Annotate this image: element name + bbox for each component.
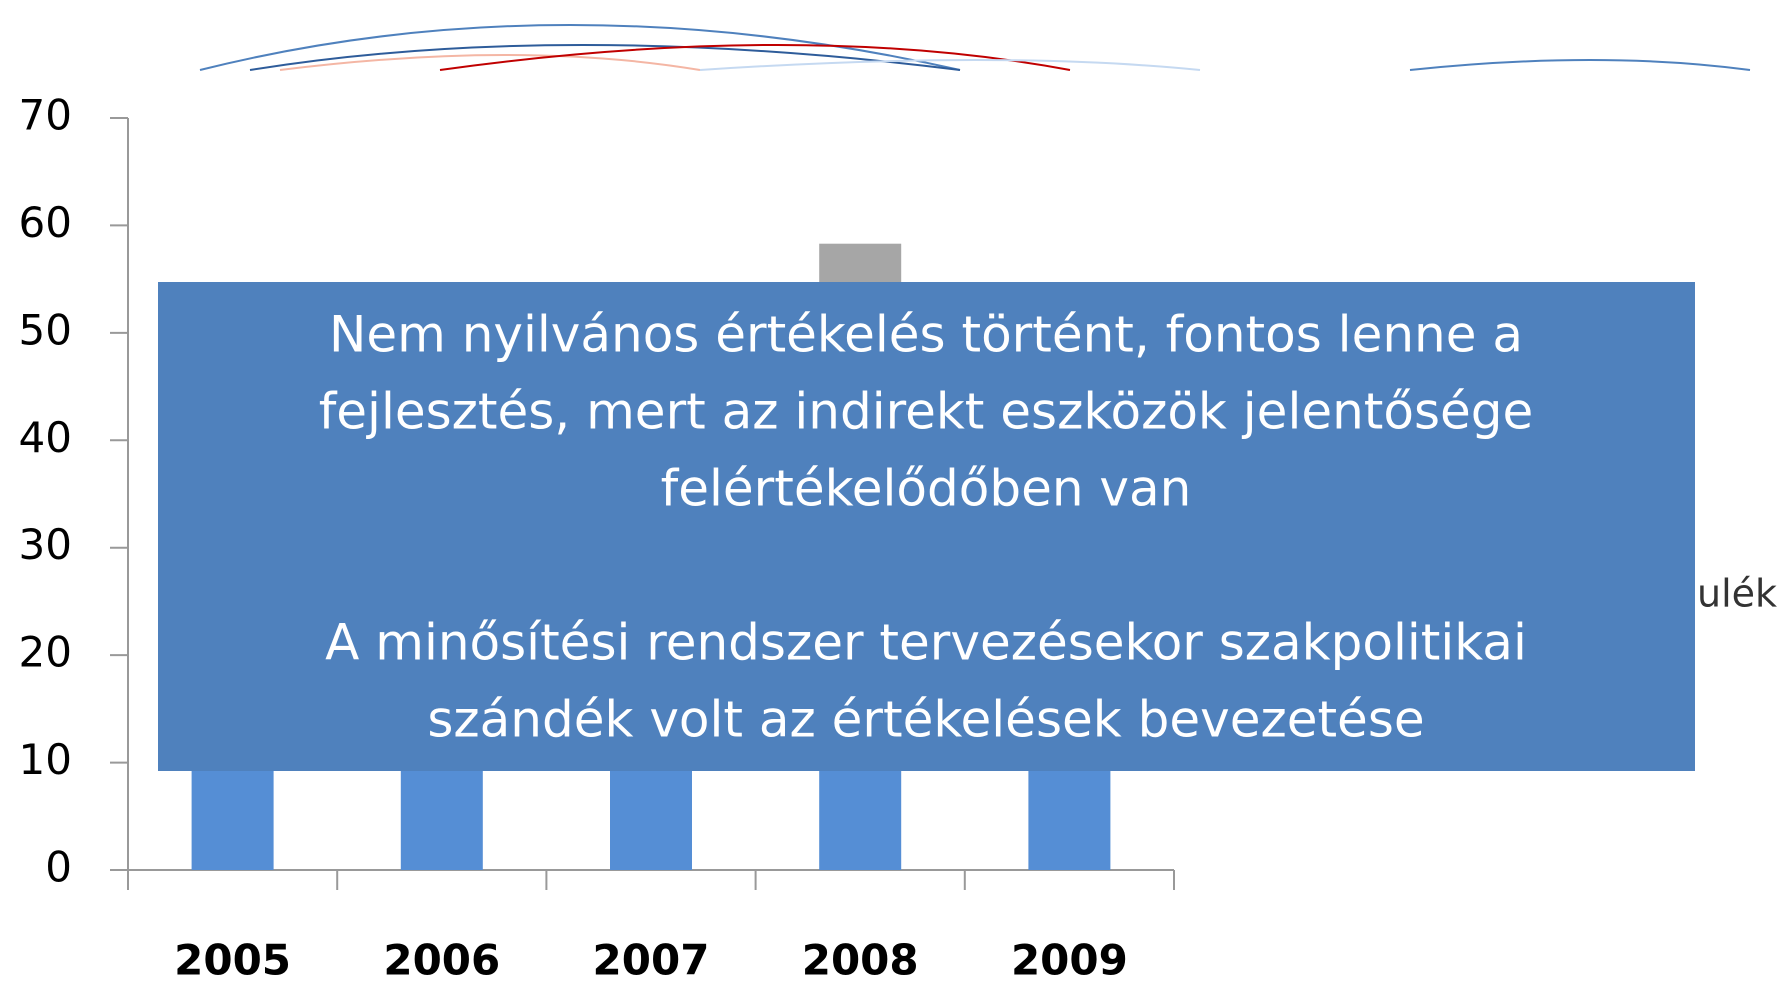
chart: 0 10 20 30 40 50 60 70 2005 2006 2007 2008 2009 Nem … [0,0,1781,991]
overlay-line: szándék volt az értékelések bevezetése [427,691,1424,749]
y-tick-label: 0 [45,843,72,892]
x-tick-label: 2009 [1011,936,1128,985]
y-tick-label: 70 [19,91,72,140]
overlay-line: felértékelődőben van [661,460,1192,518]
legend-fragment: ulék [1697,572,1777,616]
x-tick-label: 2005 [174,936,291,985]
overlay-line: fejlesztés, mert az indirekt eszközök je… [319,383,1534,441]
decoration [200,25,1750,70]
y-tick-label: 10 [19,735,72,784]
page: 0 10 20 30 40 50 60 70 2005 2006 2007 2008 2009 Nem … [0,0,1781,991]
overlay-line: Nem nyilvános értékelés történt, fontos … [329,306,1523,364]
y-tick-label: 30 [19,520,72,569]
y-tick-label: 40 [19,413,72,462]
x-tick-label: 2006 [383,936,500,985]
x-tick-label: 2008 [802,936,919,985]
y-tick-label: 20 [19,628,72,677]
x-tick-label: 2007 [593,936,710,985]
y-tick-label: 60 [19,198,72,247]
overlay-line: A minősítési rendszer tervezésekor szakp… [325,614,1527,672]
y-tick-label: 50 [19,305,72,354]
